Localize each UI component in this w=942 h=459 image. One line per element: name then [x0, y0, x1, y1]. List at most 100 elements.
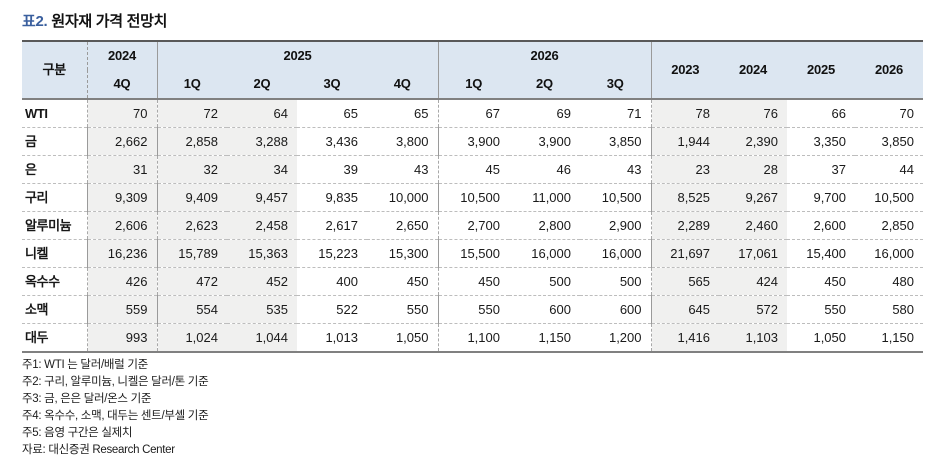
value-cell: 2,600 — [787, 211, 856, 240]
value-cell: 452 — [227, 267, 297, 296]
value-cell: 993 — [86, 323, 157, 352]
value-cell: 43 — [367, 155, 438, 184]
value-cell: 2,606 — [86, 211, 157, 240]
value-cell: 600 — [580, 295, 652, 324]
header-q-2025-3q: 3Q — [297, 70, 367, 99]
table-row: WTI 70 72 64 65 65 67 69 71 78 76 66 70 — [22, 99, 923, 128]
header-annual-2026: 2026 — [855, 41, 924, 99]
table-body: WTI 70 72 64 65 65 67 69 71 78 76 66 70 금 2,662 2,858 3,… — [22, 99, 924, 352]
footnote: 주5: 음영 구간은 실제치 — [22, 427, 133, 439]
footnotes: 주1: WTI 는 달러/배럴 기준 주2: 구리, 알루미늄, 니켈은 달러/… — [22, 357, 923, 459]
value-cell: 67 — [437, 99, 509, 128]
footnote: 주2: 구리, 알루미늄, 니켈은 달러/톤 기준 — [22, 376, 209, 388]
value-cell: 554 — [156, 295, 227, 324]
value-cell: 1,024 — [156, 323, 227, 352]
value-cell: 3,850 — [855, 127, 924, 156]
header-q-2025-2q: 2Q — [227, 70, 297, 99]
value-cell: 9,700 — [787, 183, 856, 212]
value-cell: 17,061 — [719, 239, 788, 268]
value-cell: 9,309 — [86, 183, 157, 212]
value-cell: 10,000 — [367, 183, 438, 212]
value-cell: 9,835 — [297, 183, 367, 212]
value-cell: 400 — [297, 267, 367, 296]
row-label: WTI — [25, 106, 48, 121]
value-cell: 1,150 — [855, 323, 924, 352]
value-cell: 65 — [343, 106, 358, 121]
row-label: 대두 — [22, 323, 87, 352]
footnote: 주3: 금, 은은 달러/온스 기준 — [22, 393, 152, 405]
header-q-2024-4q: 4Q — [87, 70, 157, 99]
value-cell: 500 — [580, 267, 652, 296]
header-q-2026-3q: 3Q — [580, 70, 652, 99]
value-cell: 15,789 — [156, 239, 227, 268]
table-row: 알루미늄 2,606 2,623 2,458 2,617 2,650 2,700 2,800 2… — [22, 211, 924, 240]
value-cell: 11,000 — [509, 183, 580, 212]
value-cell: 1,150 — [509, 323, 580, 352]
value-cell: 2,700 — [437, 211, 509, 240]
value-cell: 550 — [367, 295, 438, 324]
value-cell: 3,900 — [509, 127, 580, 156]
value-cell: 550 — [787, 295, 856, 324]
value-cell: 16,236 — [86, 239, 157, 268]
value-cell: 1,044 — [227, 323, 297, 352]
row-label: 은 — [22, 155, 87, 184]
value-cell: 1,200 — [580, 323, 652, 352]
value-cell: 72 — [156, 99, 227, 128]
header-row-quarters: 4Q 1Q 2Q 3Q 4Q 1Q 2Q 3Q — [22, 70, 923, 99]
value-cell: 23 — [650, 155, 720, 184]
header-q-2026-1q: 1Q — [437, 70, 509, 99]
value-cell: 1,100 — [437, 323, 509, 352]
value-cell: 2,650 — [367, 211, 438, 240]
header-group-2024: 2024 — [87, 41, 157, 70]
value-cell: 426 — [86, 267, 157, 296]
table-row: 구리 9,309 9,409 9,457 9,835 10,000 10,500 11,000… — [22, 183, 924, 212]
commodity-forecast-table: 구분 2024 2025 2026 2023 2024 2025 2026 4Q… — [22, 40, 924, 353]
value-cell: 2,800 — [509, 211, 580, 240]
value-cell: 10,500 — [855, 183, 924, 212]
value-cell: 3,288 — [227, 127, 297, 156]
value-cell: 8,525 — [650, 183, 720, 212]
value-cell: 15,500 — [437, 239, 509, 268]
row-label: 옥수수 — [22, 267, 87, 296]
value-cell: 10,500 — [580, 183, 652, 212]
value-cell: 34 — [227, 155, 297, 184]
row-label: 구리 — [22, 183, 87, 212]
table-row: 소맥 559 554 535 522 550 550 600 600 645 572 550 580 — [22, 295, 924, 324]
value-cell: 450 — [437, 267, 509, 296]
table-row: 니켈 16,236 15,789 15,363 15,223 15,300 15,500 16… — [22, 239, 924, 268]
value-cell: 2,858 — [156, 127, 227, 156]
value-cell: 600 — [509, 295, 580, 324]
value-cell: 15,363 — [227, 239, 297, 268]
value-cell: 2,900 — [580, 211, 652, 240]
header-annual-2024: 2024 — [719, 41, 788, 99]
value-cell: 535 — [227, 295, 297, 324]
value-cell: 1,944 — [650, 127, 720, 156]
value-cell: 9,409 — [156, 183, 227, 212]
value-cell: 2,458 — [227, 211, 297, 240]
row-label: 소맥 — [22, 295, 87, 324]
value-cell: 2,662 — [86, 127, 157, 156]
value-cell: 65 — [414, 106, 429, 121]
value-cell: 31 — [86, 155, 157, 184]
value-cell: 3,436 — [297, 127, 367, 156]
value-cell: 28 — [719, 155, 788, 184]
header-group-2025: 2025 — [156, 41, 438, 70]
value-cell: 64 — [227, 99, 297, 128]
value-cell: 2,623 — [156, 211, 227, 240]
value-cell: 46 — [509, 155, 580, 184]
value-cell: 559 — [86, 295, 157, 324]
value-cell: 10,500 — [437, 183, 509, 212]
table-header: 구분 2024 2025 2026 2023 2024 2025 2026 4Q… — [22, 41, 924, 99]
header-q-2025-4q: 4Q — [367, 70, 438, 99]
value-cell: 76 — [719, 99, 788, 128]
value-cell: 37 — [787, 155, 856, 184]
table-row: 대두 993 1,024 1,044 1,013 1,050 1,100 1,150 1,200… — [22, 323, 924, 352]
value-cell: 3,850 — [580, 127, 652, 156]
table-title: 표2. 원자재 가격 전망치 — [22, 10, 923, 31]
value-cell: 3,350 — [787, 127, 856, 156]
header-annual-2025: 2025 — [787, 41, 856, 99]
value-cell: 1,103 — [719, 323, 788, 352]
value-cell: 16,000 — [580, 239, 652, 268]
value-cell: 2,390 — [719, 127, 788, 156]
value-cell: 472 — [156, 267, 227, 296]
